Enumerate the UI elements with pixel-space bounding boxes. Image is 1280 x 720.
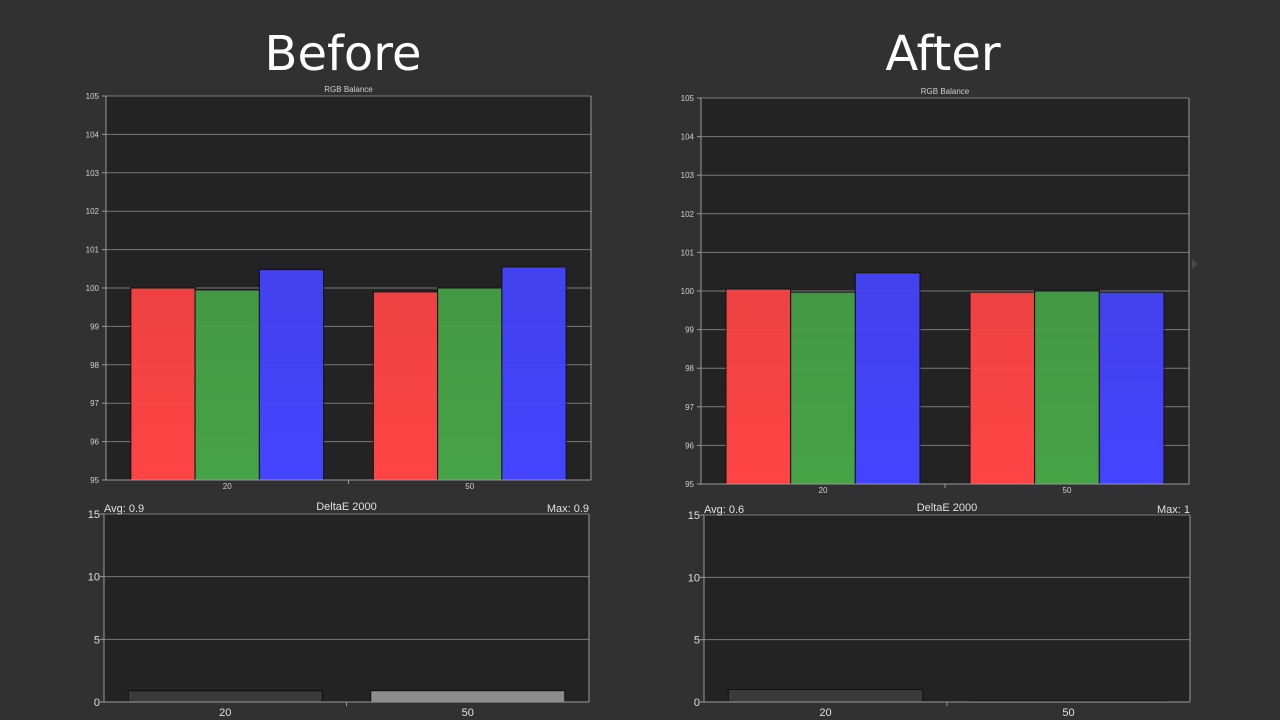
y-tick-label: 105 bbox=[681, 94, 695, 103]
y-tick-label: 15 bbox=[688, 510, 700, 522]
before-heading: Before bbox=[264, 26, 422, 82]
bar-20-1 bbox=[790, 291, 856, 485]
y-tick-label: 95 bbox=[90, 476, 99, 485]
scroll-arrow-icon[interactable] bbox=[1192, 259, 1198, 269]
bar-20-2 bbox=[854, 272, 921, 485]
plot-area bbox=[104, 514, 589, 702]
x-tick-label: 20 bbox=[219, 707, 231, 719]
deltae-bar-20 bbox=[727, 689, 924, 703]
bar-50-2 bbox=[1098, 291, 1165, 485]
y-tick-label: 100 bbox=[681, 287, 695, 296]
y-tick-label: 99 bbox=[685, 326, 694, 335]
y-tick-label: 98 bbox=[90, 361, 99, 370]
bar-20-0 bbox=[130, 287, 196, 481]
y-tick-label: 101 bbox=[681, 248, 695, 257]
y-tick-label: 95 bbox=[685, 480, 694, 489]
y-tick-label: 104 bbox=[681, 133, 695, 142]
max-label: Max: 0.9 bbox=[547, 503, 589, 515]
y-tick-label: 104 bbox=[86, 130, 100, 139]
y-tick-label: 99 bbox=[90, 322, 99, 331]
x-tick-label: 20 bbox=[819, 707, 831, 719]
y-tick-label: 98 bbox=[685, 364, 694, 373]
y-tick-label: 97 bbox=[685, 403, 694, 412]
chart-title: DeltaE 2000 bbox=[316, 501, 377, 513]
y-tick-label: 101 bbox=[86, 246, 100, 255]
y-tick-label: 102 bbox=[681, 210, 695, 219]
x-tick-label: 20 bbox=[223, 482, 232, 491]
x-tick-label: 50 bbox=[1062, 707, 1074, 719]
bar-50-0 bbox=[372, 291, 439, 481]
y-tick-label: 5 bbox=[94, 634, 100, 646]
y-tick-label: 103 bbox=[681, 171, 695, 180]
x-tick-label: 50 bbox=[465, 482, 474, 491]
chart-title: RGB Balance bbox=[324, 85, 373, 94]
x-tick-label: 50 bbox=[1063, 486, 1072, 495]
y-tick-label: 100 bbox=[86, 284, 100, 293]
bar-50-2 bbox=[501, 266, 567, 481]
y-tick-label: 102 bbox=[86, 207, 100, 216]
bar-50-1 bbox=[437, 287, 503, 481]
y-tick-label: 5 bbox=[694, 635, 700, 647]
avg-label: Avg: 0.9 bbox=[104, 503, 144, 515]
y-tick-label: 105 bbox=[86, 92, 100, 101]
x-tick-label: 20 bbox=[819, 486, 828, 495]
y-tick-label: 103 bbox=[86, 169, 100, 178]
plot-area bbox=[704, 515, 1190, 702]
chart-title: RGB Balance bbox=[921, 87, 970, 96]
chart-title: DeltaE 2000 bbox=[917, 502, 978, 514]
y-tick-label: 96 bbox=[685, 441, 694, 450]
max-label: Max: 1 bbox=[1157, 504, 1190, 516]
bar-20-2 bbox=[258, 269, 325, 481]
after-heading: After bbox=[885, 26, 1001, 82]
y-tick-label: 10 bbox=[688, 572, 700, 584]
y-tick-label: 0 bbox=[694, 697, 700, 709]
y-tick-label: 15 bbox=[88, 509, 100, 521]
avg-label: Avg: 0.6 bbox=[704, 504, 744, 516]
x-tick-label: 50 bbox=[462, 707, 474, 719]
y-tick-label: 0 bbox=[94, 697, 100, 709]
bar-50-0 bbox=[969, 291, 1036, 485]
y-tick-label: 96 bbox=[90, 438, 99, 447]
y-tick-label: 10 bbox=[88, 572, 100, 584]
y-tick-label: 97 bbox=[90, 399, 99, 408]
